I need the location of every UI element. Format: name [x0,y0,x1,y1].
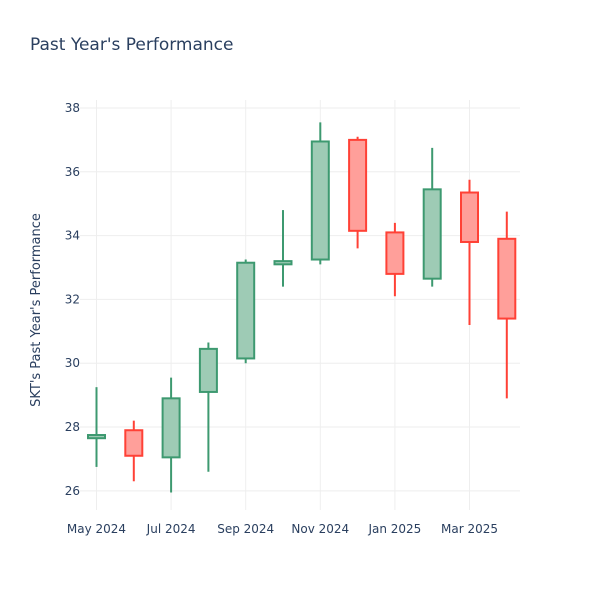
y-tick-label: 28 [65,420,80,434]
x-tick-labels: May 2024 Jul 2024 Sep 2024 Nov 2024 Jan 2025… [67,522,498,536]
candle-body [422,188,442,280]
x-tick-label: Sep 2024 [217,522,274,536]
candle-body [124,429,144,457]
candle [460,179,479,325]
y-tick-label: 36 [65,165,80,179]
candle-layer [87,122,517,493]
y-tick-labels: 26 28 30 32 34 36 38 [65,101,80,498]
candle-body [460,191,479,243]
y-tick-label: 38 [65,101,80,115]
chart-title: Past Year's Performance [30,35,234,55]
candle [161,377,181,493]
candle [198,342,218,472]
candle-body [87,434,106,440]
candle-body [497,237,517,320]
candle-body [236,261,256,360]
x-tick-label: Jul 2024 [146,522,196,536]
y-axis-title: SKT's Past Year's Performance [29,213,44,407]
candle-body [348,138,368,232]
y-tick-label: 34 [65,229,80,243]
x-tick-label: Mar 2025 [441,522,498,536]
candle-body [198,347,218,393]
candle-body [310,140,330,261]
y-tick-label: 32 [65,292,80,306]
candle-body [161,397,181,459]
candle [348,136,368,249]
candle [273,210,293,287]
x-tick-label: Jan 2025 [367,522,421,536]
candle [124,420,144,482]
x-tick-label: Nov 2024 [291,522,349,536]
candle [236,259,256,364]
x-tick-label: May 2024 [67,522,126,536]
candle [87,387,106,467]
candle [385,222,405,297]
y-tick-label: 26 [65,484,80,498]
candle [310,122,330,265]
candle-body [273,260,293,266]
candle-body [385,231,405,275]
candle [497,211,517,399]
y-tick-label: 30 [65,356,80,370]
candle [422,147,442,287]
